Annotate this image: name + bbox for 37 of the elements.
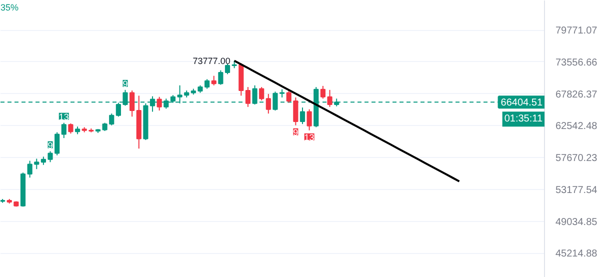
candlestick (252, 84, 258, 106)
candlestick (320, 85, 326, 100)
annotation: 13 (304, 132, 314, 142)
candlestick (156, 96, 162, 112)
candlestick (306, 108, 312, 131)
ref-line-label: 66404.51 (500, 98, 543, 109)
annotation: 35% (0, 2, 19, 12)
annotation: 9 (48, 140, 53, 150)
y-tick-label: 73556.66 (556, 57, 598, 68)
candlestick (61, 122, 66, 139)
line-series (233, 60, 460, 182)
candlestick (259, 86, 264, 101)
y-tick-label: 67826.37 (556, 89, 598, 100)
candlestick (109, 113, 114, 126)
candlestick (286, 90, 292, 104)
y-tick-label: 49034.85 (556, 216, 598, 228)
annotation: 13 (58, 112, 69, 122)
candlestick (245, 86, 251, 108)
candlestick (327, 89, 332, 108)
candlestick (68, 122, 74, 134)
annotation: 73777.00 (192, 56, 230, 66)
annotation: 9 (293, 127, 298, 138)
candlestick (211, 75, 216, 86)
candlestick (272, 91, 278, 112)
annotation: 01:35:11 (504, 114, 543, 125)
y-tick-label: 62542.48 (556, 121, 598, 132)
y-tick-label: 57670.23 (556, 153, 598, 164)
candlestick (293, 96, 298, 126)
candlestick (300, 107, 306, 125)
candlestick (130, 90, 135, 118)
y-tick-label: 45214.88 (556, 248, 598, 260)
annotation: 9 (122, 78, 128, 89)
candlestick (218, 70, 224, 86)
y-tick-label: 53177.54 (556, 184, 598, 196)
y-tick-label: 79771.07 (556, 26, 598, 37)
candlestick (266, 93, 271, 114)
candlestick (224, 63, 230, 75)
